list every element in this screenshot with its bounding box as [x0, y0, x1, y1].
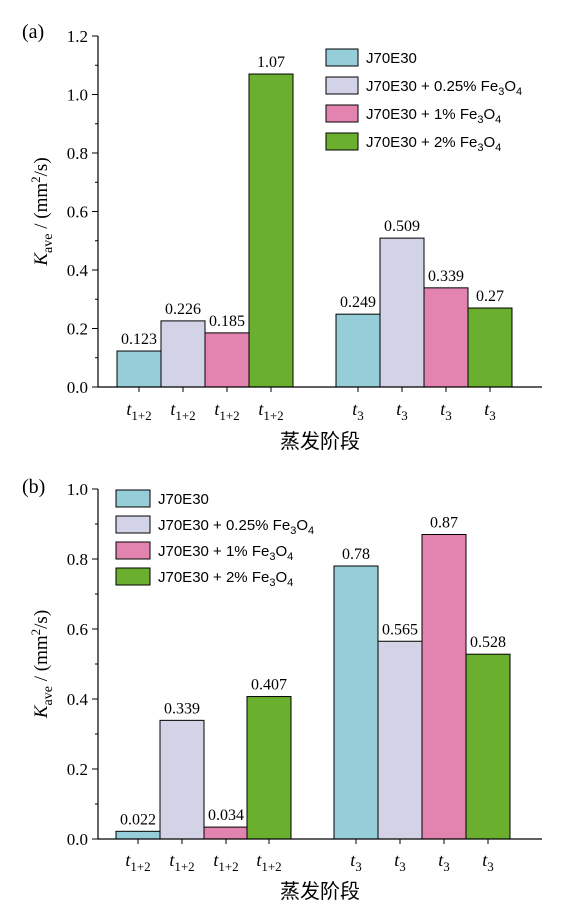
- legend-swatch: [325, 132, 359, 151]
- data-label: 0.339: [428, 268, 464, 285]
- y-tick-label: 0.8: [67, 550, 88, 569]
- chart-panel-a: (a) 0.123 0.249 0.226 0.509 0.185 0.339 1.07 0.2…: [22, 21, 542, 453]
- legend-swatch: [115, 515, 151, 534]
- x-tick-label: t3: [438, 850, 450, 874]
- x-tick-label: t3: [482, 850, 494, 874]
- y-tick-label: 1.0: [67, 480, 88, 499]
- y-tick-label: 0.4: [67, 261, 89, 280]
- bar: [421, 534, 467, 840]
- data-label: 1.07: [257, 54, 285, 71]
- bar: [204, 332, 250, 388]
- bar: [423, 287, 469, 388]
- y-tick-label: 0.2: [67, 760, 88, 779]
- legend-label: J70E30 + 0.25% Fe3O4: [366, 78, 522, 98]
- bar: [246, 696, 292, 840]
- legend-label: J70E30 + 2% Fe3O4: [366, 134, 501, 154]
- x-tick-label: t3: [484, 399, 496, 423]
- bar: [159, 719, 205, 840]
- data-label: 0.407: [251, 677, 287, 694]
- x-tick-label: t1+2: [214, 399, 239, 423]
- x-axis-title: 蒸发阶段: [280, 430, 360, 453]
- legend-label: J70E30: [366, 50, 417, 67]
- legend-label: J70E30 + 0.25% Fe3O4: [158, 517, 314, 537]
- x-tick-label: t1+2: [170, 399, 195, 423]
- bar: [333, 565, 379, 840]
- legend-swatch: [325, 76, 359, 95]
- legend-swatch: [115, 489, 151, 508]
- x-tick-label: t3: [440, 399, 452, 423]
- x-tick-label: t3: [352, 399, 364, 423]
- bar: [115, 830, 161, 840]
- legend-swatch: [325, 48, 359, 67]
- y-tick-label: 1.0: [67, 86, 88, 105]
- x-axis-title: 蒸发阶段: [280, 880, 360, 903]
- panel-label: (a): [22, 21, 44, 43]
- legend-label: J70E30 + 1% Fe3O4: [366, 106, 501, 126]
- y-tick-label: 0.0: [67, 378, 88, 397]
- y-tick-label: 1.2: [67, 27, 88, 46]
- y-axis-title: Kave / (mm2/s): [28, 610, 56, 719]
- bar: [335, 313, 381, 388]
- x-tick-label: t1+2: [126, 399, 151, 423]
- legend-label: J70E30 + 2% Fe3O4: [158, 569, 293, 589]
- x-tick-label: t3: [350, 850, 362, 874]
- data-label: 0.87: [430, 515, 458, 532]
- bar: [160, 320, 206, 388]
- x-tick-label: t1+2: [169, 850, 194, 874]
- panel-label: (b): [22, 476, 45, 498]
- data-label: 0.185: [209, 313, 245, 330]
- bar: [203, 826, 249, 840]
- data-label: 0.78: [342, 546, 370, 563]
- data-label: 0.27: [476, 288, 504, 305]
- bar: [379, 237, 425, 388]
- data-label: 0.123: [121, 331, 157, 348]
- x-tick-label: t1+2: [258, 399, 283, 423]
- x-tick-label: t1+2: [125, 850, 150, 874]
- bar: [467, 307, 513, 388]
- x-tick-label: t3: [396, 399, 408, 423]
- legend: J70E30 J70E30 + 0.25% Fe3O4 J70E30 + 1% Fe…: [325, 48, 522, 154]
- y-tick-label: 0.6: [67, 203, 88, 222]
- chart-panel-b: (b) 0.022 0.78 0.339 0.565 0.034 0.87 0.407 0.52…: [22, 476, 542, 903]
- data-label: 0.565: [382, 621, 418, 638]
- legend-label: J70E30 + 1% Fe3O4: [158, 543, 293, 563]
- x-tick-label: t1+2: [256, 850, 281, 874]
- y-tick-label: 0.8: [67, 144, 88, 163]
- y-tick-label: 0.4: [67, 690, 89, 709]
- x-tick-label: t1+2: [213, 850, 238, 874]
- bar: [465, 653, 511, 840]
- bar: [116, 350, 162, 388]
- bar: [377, 640, 423, 840]
- y-tick-label: 0.6: [67, 620, 88, 639]
- data-label: 0.034: [208, 807, 244, 824]
- legend-swatch: [115, 541, 151, 560]
- data-label: 0.249: [340, 294, 376, 311]
- data-label: 0.509: [384, 218, 420, 235]
- data-label: 0.339: [164, 700, 200, 717]
- y-tick-label: 0.0: [67, 830, 88, 849]
- bar: [248, 73, 294, 388]
- data-label: 0.022: [120, 811, 156, 828]
- data-label: 0.226: [165, 301, 201, 318]
- legend-swatch: [115, 567, 151, 586]
- y-axis-title: Kave / (mm2/s): [28, 157, 56, 266]
- y-tick-label: 0.2: [67, 320, 88, 339]
- legend: J70E30 J70E30 + 0.25% Fe3O4 J70E30 + 1% Fe…: [115, 489, 314, 589]
- legend-swatch: [325, 104, 359, 123]
- legend-label: J70E30: [158, 491, 209, 508]
- x-tick-label: t3: [394, 850, 406, 874]
- data-label: 0.528: [470, 634, 506, 651]
